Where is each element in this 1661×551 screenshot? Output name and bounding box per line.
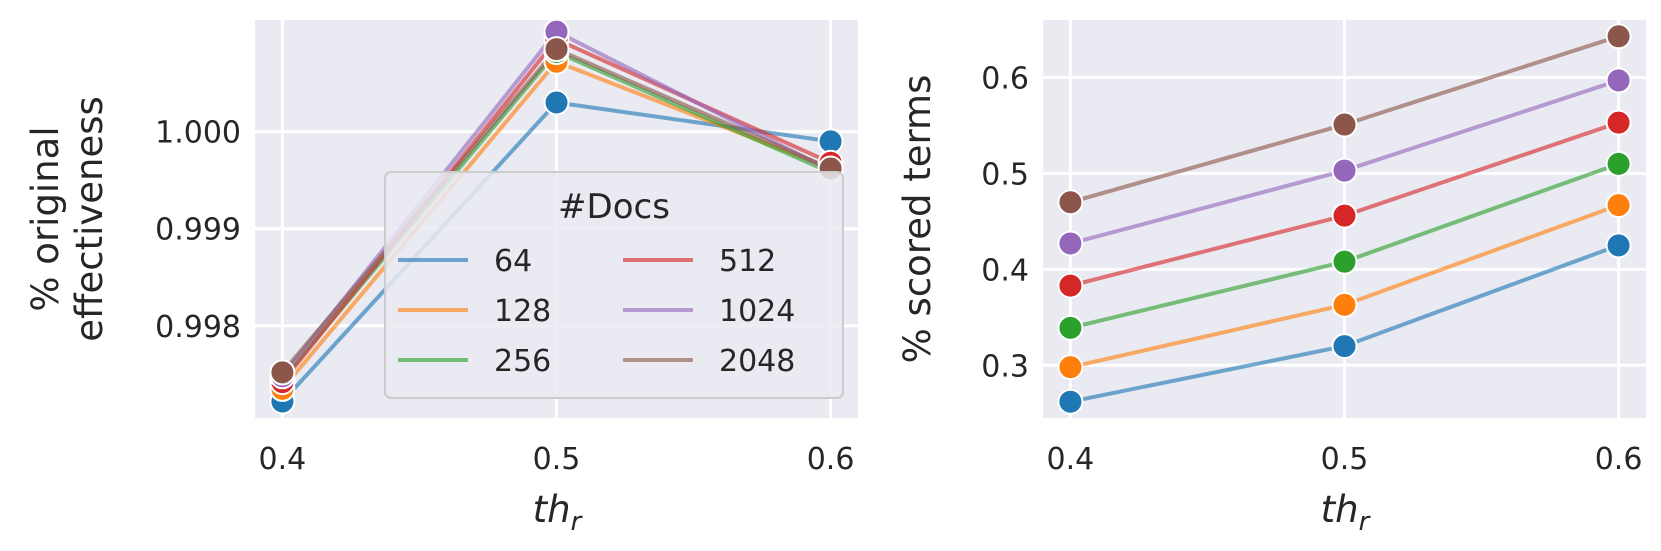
series-marker-2048	[543, 36, 570, 63]
y-axis-label-line-2: effectiveness	[68, 96, 111, 342]
x-axis-label-base: th	[1321, 488, 1359, 531]
legend-label-512: 512	[719, 244, 776, 279]
series-marker-512	[1331, 202, 1358, 229]
legend-label-1024: 1024	[719, 294, 795, 329]
series-marker-64	[543, 89, 570, 116]
x-tick-label: 0.5	[533, 442, 581, 477]
legend-label-2048: 2048	[719, 344, 795, 379]
legend-entries: 64 128 256 512 1024 2048	[398, 244, 795, 379]
x-tick-labels: 0.4 0.5 0.6	[259, 442, 855, 477]
y-tick-labels: 0.998 0.999 1.000	[155, 116, 241, 345]
effectiveness-panel: 0.4 0.5 0.6 0.998 0.999 1.000 thr % original…	[24, 18, 858, 537]
series-marker-1024	[1057, 230, 1084, 257]
series-marker-512	[1057, 272, 1084, 299]
x-tick-label: 0.4	[1047, 442, 1095, 477]
series-markers	[269, 18, 844, 415]
series-marker-1024	[1331, 157, 1358, 184]
series-marker-2048	[1331, 111, 1358, 138]
x-axis-label: thr	[533, 488, 584, 537]
y-tick-label: 1.000	[155, 116, 241, 151]
y-tick-label: 0.5	[981, 157, 1029, 192]
legend-frame	[384, 171, 844, 399]
series-marker-64	[1605, 232, 1632, 259]
x-tick-label: 0.5	[1321, 442, 1369, 477]
y-tick-labels: 0.3 0.4 0.5 0.6	[981, 62, 1029, 385]
series-marker-256	[1331, 248, 1358, 275]
x-axis-label-sub: r	[571, 507, 584, 537]
series-marker-256	[1057, 314, 1084, 341]
x-axis-label-sub: r	[1359, 507, 1372, 537]
y-axis-label: % scored terms	[896, 75, 939, 364]
y-tick-label: 0.998	[155, 310, 241, 345]
legend-label-128: 128	[494, 294, 551, 329]
legend-title: #Docs	[558, 187, 670, 227]
x-tick-label: 0.6	[807, 442, 855, 477]
x-tick-labels: 0.4 0.5 0.6	[1047, 442, 1643, 477]
x-axis-label: thr	[1321, 488, 1372, 537]
y-axis-label: % original effectiveness	[24, 96, 111, 342]
legend: #Docs 64 128 256 512 1024 2048	[384, 171, 844, 399]
series-markers	[1057, 23, 1632, 415]
y-tick-label: 0.3	[981, 349, 1029, 384]
series-marker-64	[1331, 333, 1358, 360]
series-marker-1024	[1605, 67, 1632, 94]
legend-label-256: 256	[494, 344, 551, 379]
y-tick-label: 0.6	[981, 62, 1029, 97]
scored-terms-panel: 0.4 0.5 0.6 0.3 0.4 0.5 0.6 thr % scored term…	[896, 20, 1646, 537]
y-tick-label: 0.999	[155, 213, 241, 248]
series-marker-2048	[1605, 23, 1632, 50]
x-tick-label: 0.4	[259, 442, 307, 477]
y-tick-label: 0.4	[981, 253, 1029, 288]
series-marker-512	[1605, 109, 1632, 136]
series-marker-128	[1057, 354, 1084, 381]
series-marker-64	[1057, 388, 1084, 415]
series-marker-256	[1605, 150, 1632, 177]
x-tick-label: 0.6	[1595, 442, 1643, 477]
series-marker-128	[1605, 192, 1632, 219]
series-marker-2048	[269, 359, 296, 386]
x-axis-label-base: th	[533, 488, 571, 531]
legend-label-64: 64	[494, 244, 532, 279]
y-axis-label-line-1: % scored terms	[896, 75, 939, 364]
series-marker-128	[1331, 291, 1358, 318]
series-marker-2048	[1057, 189, 1084, 216]
y-axis-label-line-1: % original	[24, 126, 67, 311]
